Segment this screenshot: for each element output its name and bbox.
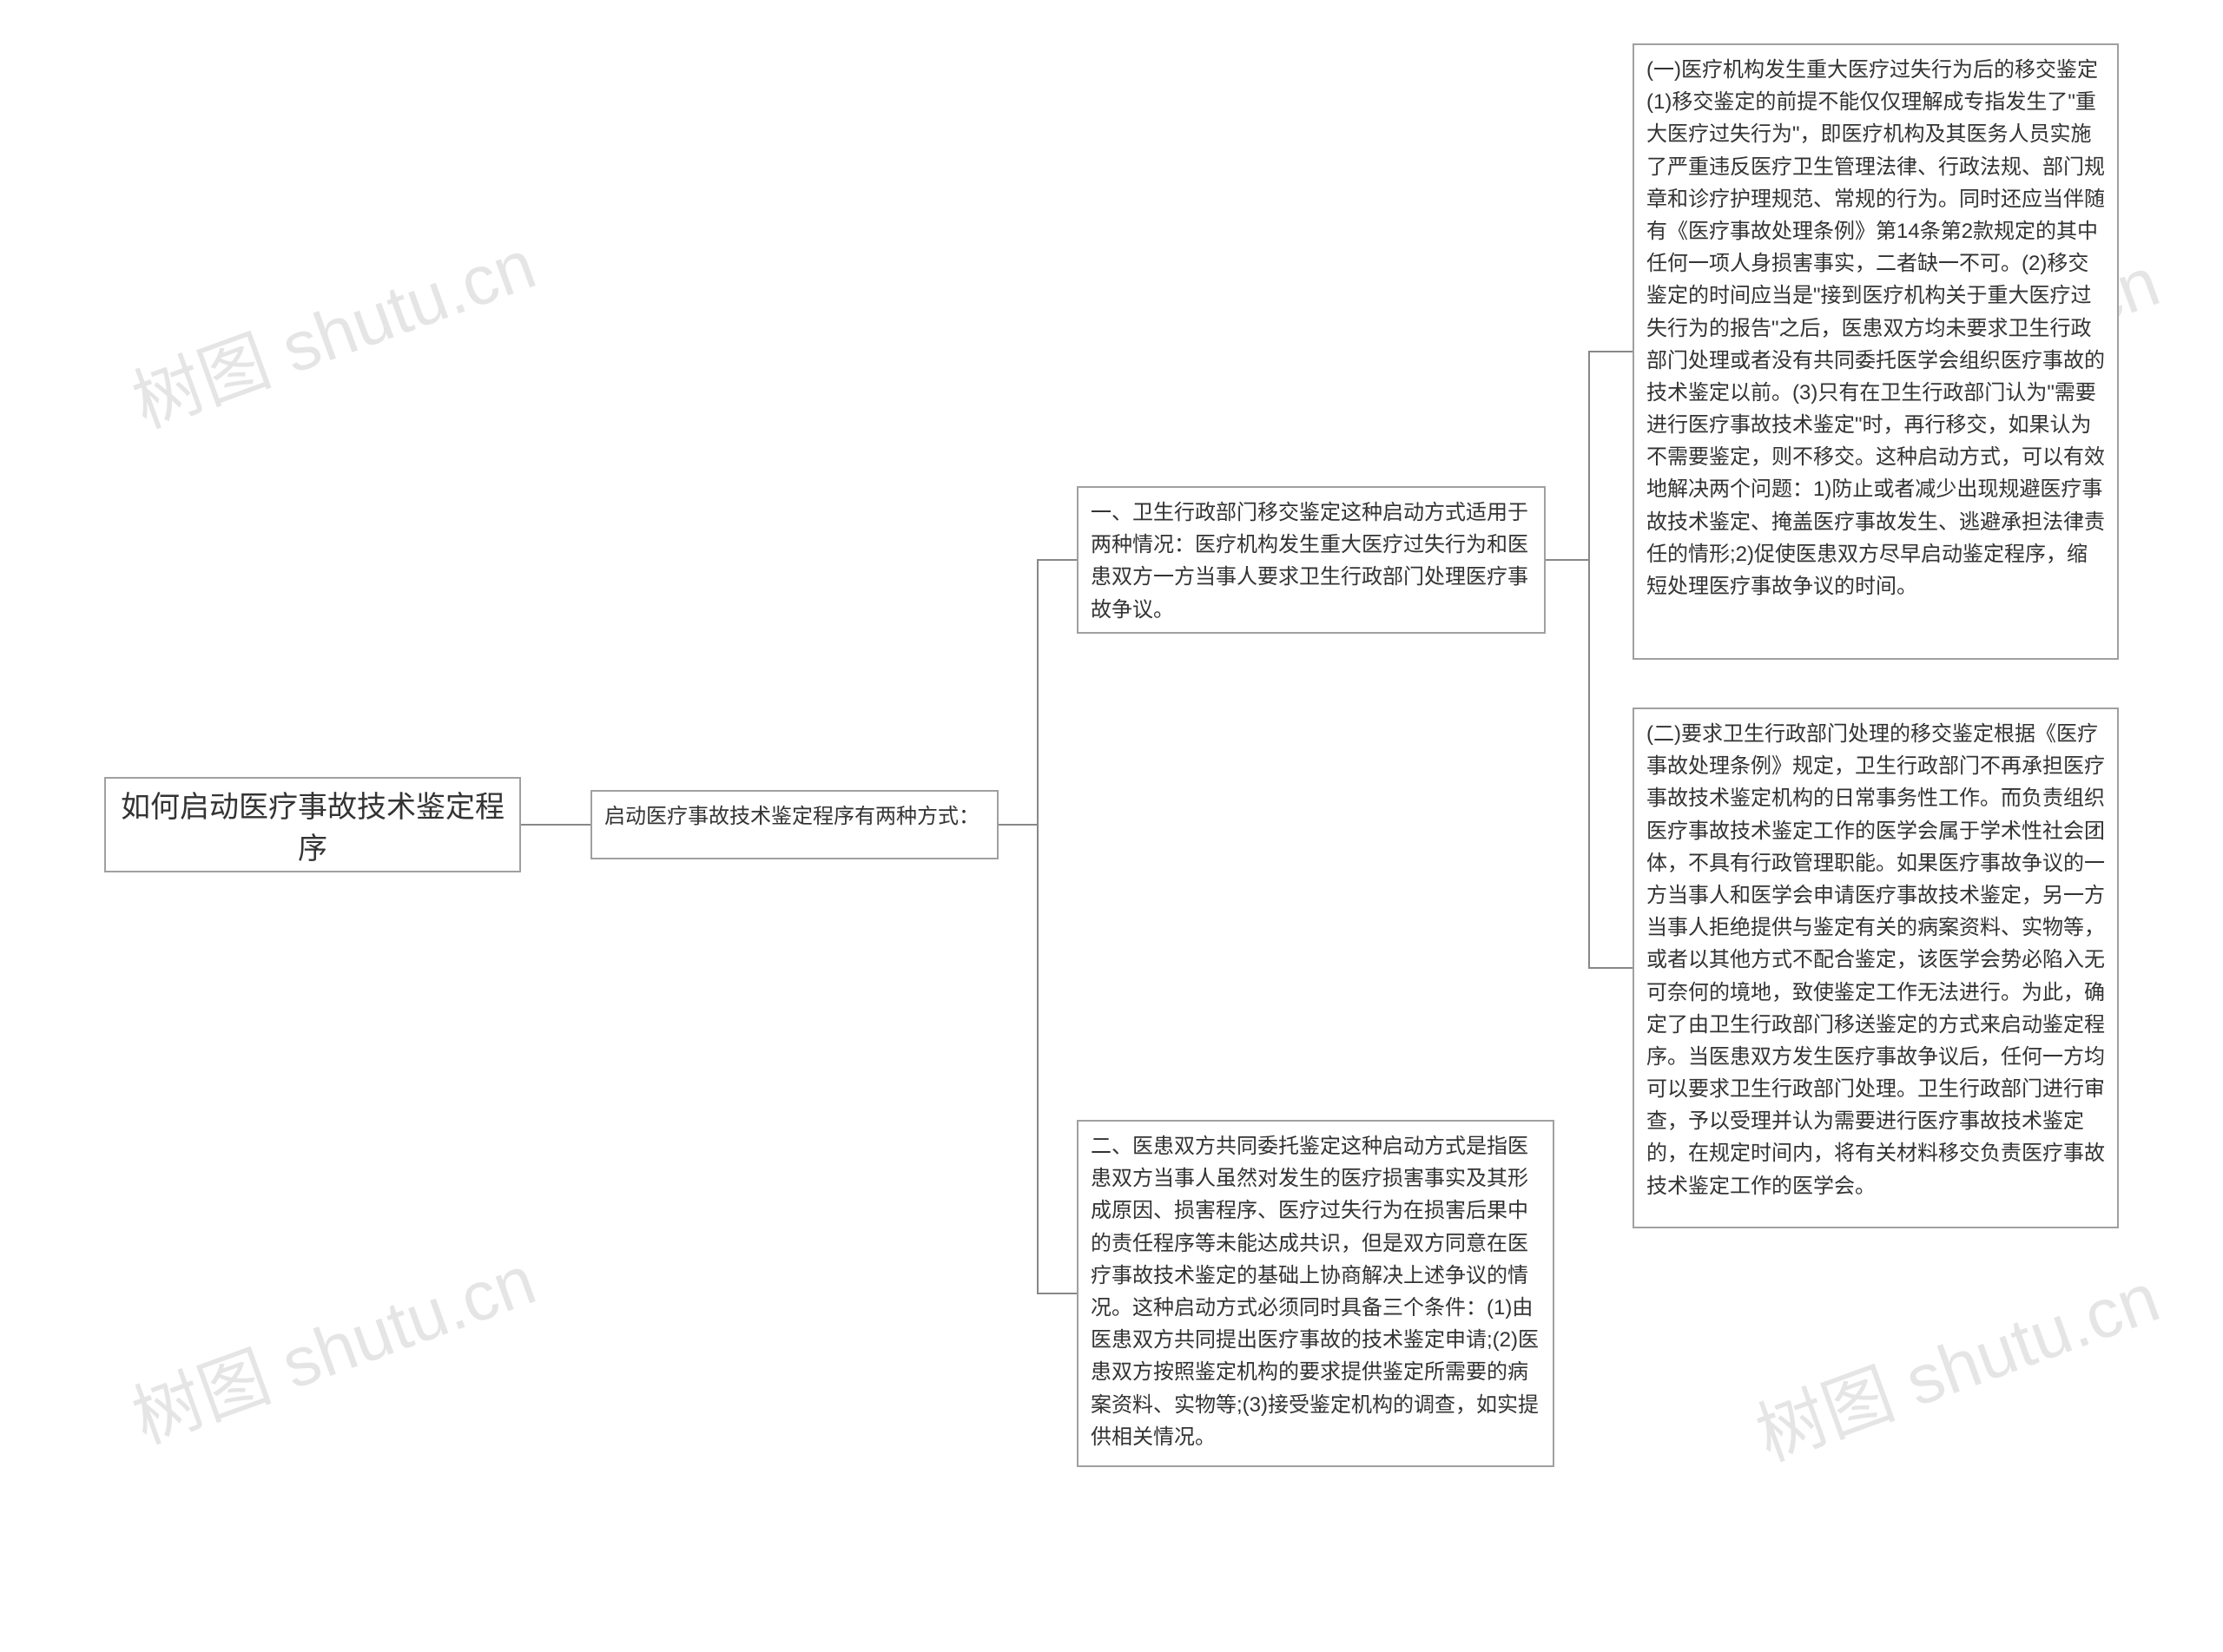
node-text: (二)要求卫生行政部门处理的移交鉴定根据《医疗事故处理条例》规定，卫生行政部门不…	[1646, 722, 2105, 1198]
node-level3b: (二)要求卫生行政部门处理的移交鉴定根据《医疗事故处理条例》规定，卫生行政部门不…	[1633, 708, 2119, 1228]
node-level1: 启动医疗事故技术鉴定程序有两种方式：	[590, 790, 999, 859]
node-text: 一、卫生行政部门移交鉴定这种启动方式适用于两种情况：医疗机构发生重大医疗过失行为…	[1091, 501, 1528, 622]
node-level3a: (一)医疗机构发生重大医疗过失行为后的移交鉴定(1)移交鉴定的前提不能仅仅理解成…	[1633, 43, 2119, 660]
root-text: 如何启动医疗事故技术鉴定程序	[121, 791, 505, 865]
watermark: 树图 shutu.cn	[1741, 1242, 2171, 1481]
node-text: 二、医患双方共同委托鉴定这种启动方式是指医患双方当事人虽然对发生的医疗损害事实及…	[1091, 1135, 1539, 1449]
node-level2b: 二、医患双方共同委托鉴定这种启动方式是指医患双方当事人虽然对发生的医疗损害事实及…	[1077, 1120, 1554, 1467]
diagram-canvas: 树图 shutu.cn 树图 shutu.cn 树图 shutu.cn 树图 s…	[0, 0, 2223, 1652]
watermark: 树图 shutu.cn	[117, 1225, 547, 1464]
root-node: 如何启动医疗事故技术鉴定程序	[104, 777, 521, 872]
node-text: 启动医疗事故技术鉴定程序有两种方式：	[604, 805, 980, 828]
node-text: (一)医疗机构发生重大医疗过失行为后的移交鉴定(1)移交鉴定的前提不能仅仅理解成…	[1646, 58, 2105, 598]
watermark: 树图 shutu.cn	[117, 209, 547, 448]
node-level2a: 一、卫生行政部门移交鉴定这种启动方式适用于两种情况：医疗机构发生重大医疗过失行为…	[1077, 486, 1546, 634]
